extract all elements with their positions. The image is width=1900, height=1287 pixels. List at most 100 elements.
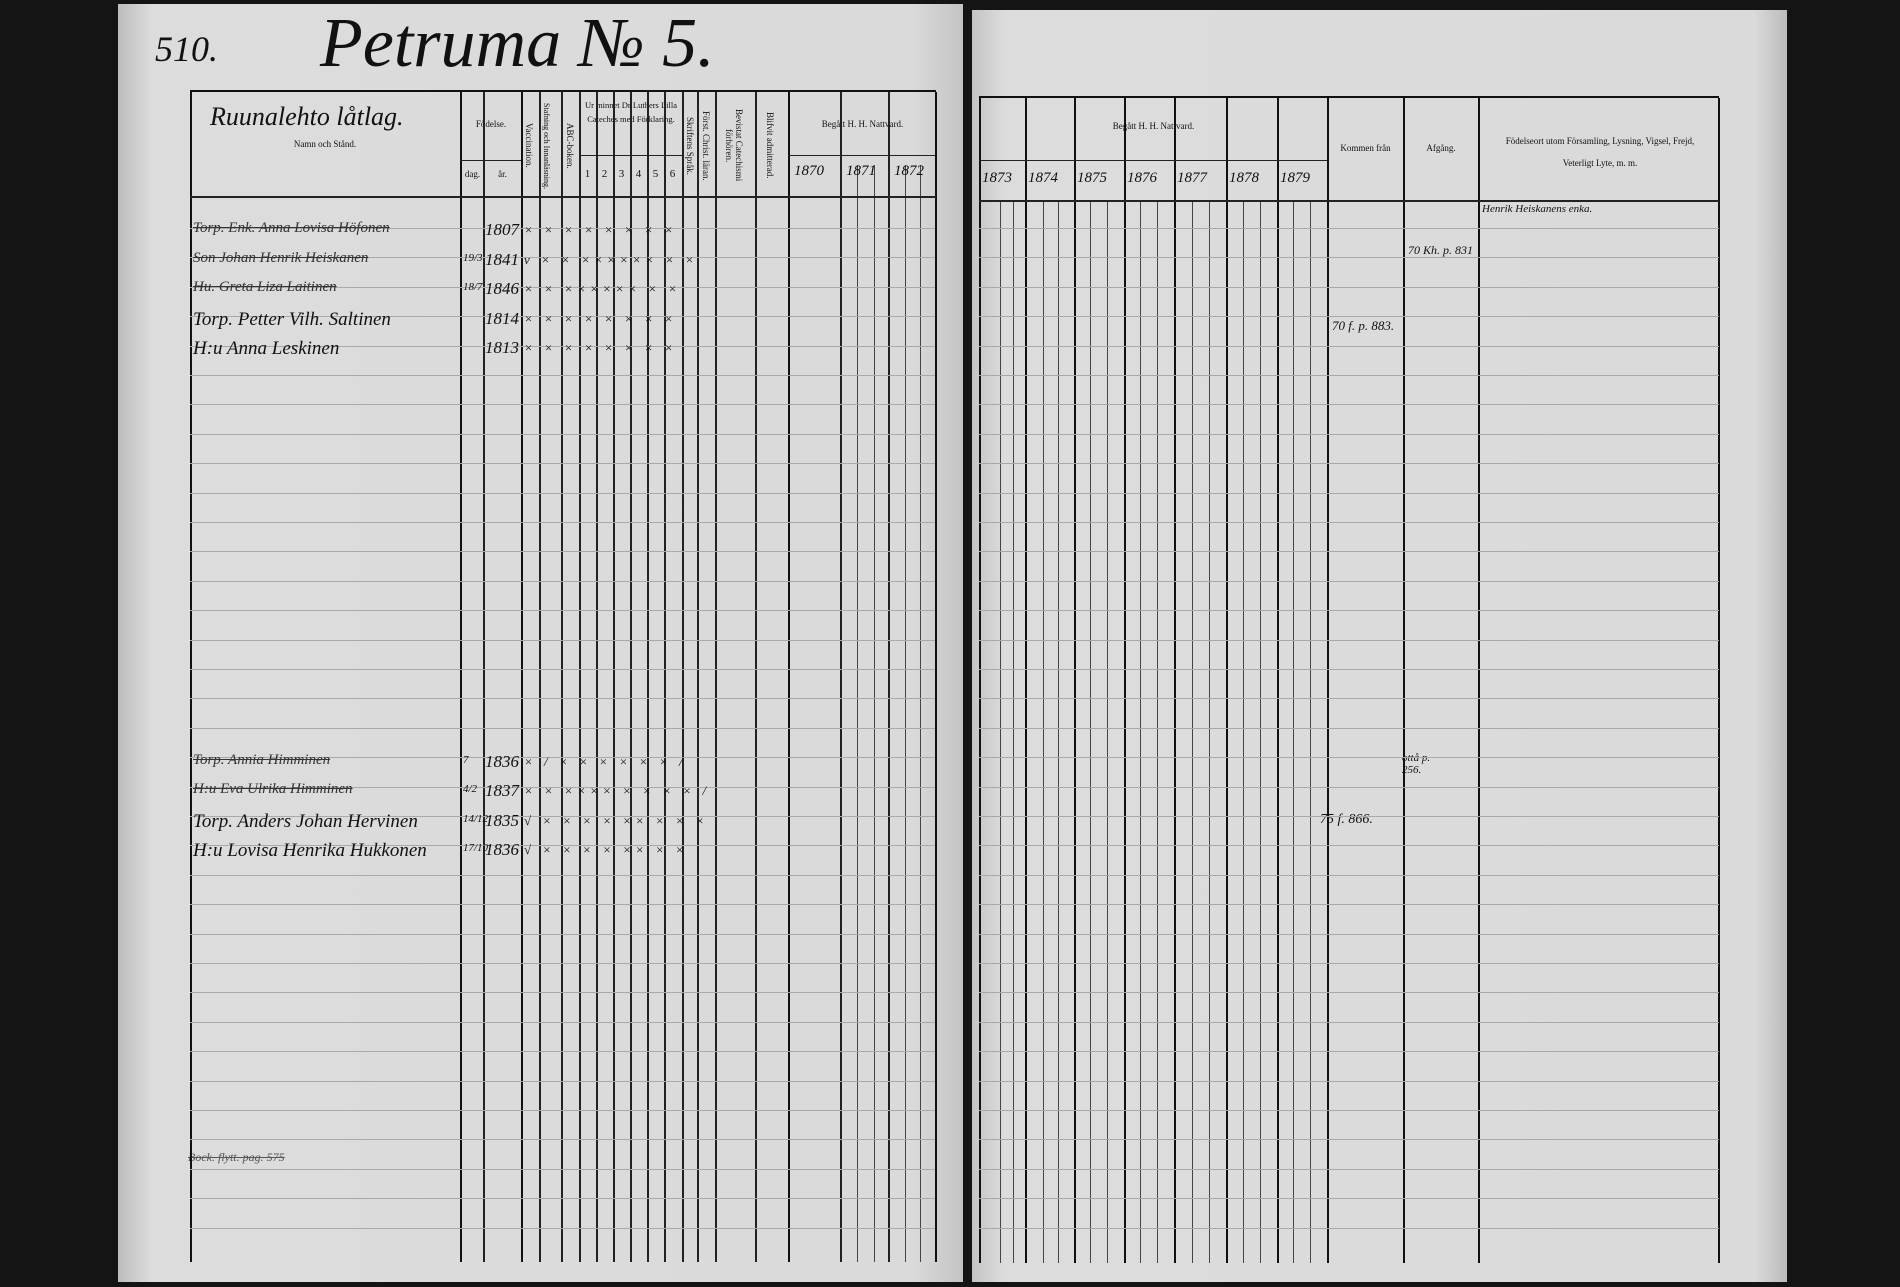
- entry-birth-year: 1837: [485, 781, 519, 800]
- entry-name: Torp. Annia Himminen: [193, 752, 331, 768]
- header-christ: Först. Christ. läran.: [701, 110, 711, 181]
- ruled-line: [190, 1168, 935, 1170]
- ruled-line: [979, 463, 1719, 465]
- header-hearings: Bevistat Catechismi förhören.: [724, 109, 744, 182]
- ruled-line: [190, 698, 935, 700]
- column-rule: [905, 165, 906, 1262]
- column-rule: [1174, 98, 1176, 1263]
- ruled-line: [190, 786, 935, 788]
- ruled-line: [979, 1227, 1719, 1229]
- ruled-line: [190, 404, 935, 406]
- ruled-line: [979, 727, 1719, 729]
- entry-marks: × / × × × × × × /: [524, 754, 687, 769]
- entry-birth-day: 4/2: [463, 783, 478, 795]
- header-bottom-rule: [190, 196, 936, 198]
- header-abc: ABC-boken.: [565, 122, 575, 169]
- remark-note: Henrik Heiskanens enka.: [1482, 203, 1593, 215]
- column-rule: [521, 92, 523, 1262]
- column-rule: [979, 98, 981, 1263]
- ruled-line: [190, 610, 935, 612]
- ruled-line: [190, 757, 935, 759]
- sub-column-rule: [1043, 200, 1044, 1263]
- year-1871: 1871: [846, 163, 876, 179]
- year-1870: 1870: [794, 163, 824, 179]
- ruled-line: [190, 933, 935, 935]
- column-rule: [788, 92, 790, 1262]
- ruled-line: [190, 551, 935, 553]
- column-rule: [460, 92, 462, 1262]
- header-admitted: Blifvit admitterad.: [765, 112, 775, 179]
- entry-name: Hu. Greta Liza Laitinen: [193, 279, 337, 295]
- ruled-line: [190, 492, 935, 494]
- column-rule: [1124, 98, 1126, 1263]
- column-rule: [682, 92, 684, 1262]
- entry-birth-year: 1835: [485, 811, 519, 830]
- sub-column-rule: [1157, 200, 1158, 1263]
- column-rule: [857, 165, 858, 1262]
- ruled-line: [979, 933, 1719, 935]
- ruled-line: [190, 1080, 935, 1082]
- header-day: dag.: [464, 169, 481, 179]
- column-rule: [874, 165, 875, 1262]
- ruled-line: [190, 316, 935, 318]
- year-1878: 1878: [1229, 170, 1259, 186]
- ruled-line: [190, 1198, 935, 1200]
- ruled-line: [979, 992, 1719, 994]
- ruled-line: [190, 816, 935, 817]
- catechism-col-5: 5: [652, 168, 659, 180]
- table-top-rule: [979, 96, 1719, 98]
- column-rule: [1025, 98, 1027, 1263]
- departure-note-1: 70 Kh. p. 831: [1408, 243, 1474, 257]
- column-rule: [630, 92, 632, 1262]
- column-rule: [579, 92, 581, 1262]
- ruled-line: [190, 874, 935, 876]
- catechism-col-1: 1: [584, 168, 591, 180]
- ruled-line: [190, 1051, 935, 1053]
- ruled-line: [979, 874, 1719, 876]
- ruled-line: [979, 375, 1719, 376]
- ruled-line: [979, 1080, 1719, 1082]
- ruled-line: [190, 992, 935, 994]
- column-rule: [888, 92, 890, 1262]
- ruled-line: [190, 257, 935, 259]
- year-1874: 1874: [1028, 170, 1058, 186]
- year-1875: 1875: [1077, 170, 1107, 186]
- entry-birth-year: 1846: [485, 279, 519, 298]
- ruled-line: [190, 963, 935, 964]
- header-departure: Afgång.: [1426, 143, 1456, 153]
- catechism-col-4: 4: [635, 168, 642, 180]
- column-rule: [935, 92, 937, 1262]
- entry-birth-day: 18/7: [463, 281, 483, 293]
- years-subrule-right: [979, 160, 1327, 161]
- year-1876: 1876: [1127, 170, 1157, 186]
- column-rule: [1074, 98, 1076, 1263]
- entry-name: Son Johan Henrik Heiskanen: [193, 250, 369, 266]
- column-rule: [561, 92, 563, 1262]
- column-rule: [755, 92, 757, 1262]
- sub-column-rule: [1107, 200, 1108, 1263]
- entry-birth-year: 1813: [485, 338, 519, 357]
- sub-column-rule: [1192, 200, 1193, 1263]
- ruled-line: [979, 1051, 1719, 1053]
- column-rule: [715, 92, 717, 1262]
- entry-birth-day: 14/12: [463, 813, 489, 825]
- footer-note: Bock. flytt. pag. 575: [188, 1150, 285, 1164]
- header-communion-left: Begått H. H. Nattvard.: [821, 119, 904, 129]
- sub-column-rule: [1260, 200, 1261, 1263]
- sub-column-rule: [1058, 200, 1059, 1263]
- years-subrule-left: [788, 155, 935, 156]
- entry-marks: × × ×××××× × ×: [524, 281, 681, 296]
- entry-name: H:u Anna Leskinen: [193, 338, 340, 359]
- ruled-line: [979, 1168, 1719, 1170]
- column-rule: [190, 92, 192, 1262]
- catechism-subrule: [579, 155, 682, 156]
- ruled-line: [979, 492, 1719, 494]
- ruled-line: [979, 816, 1719, 817]
- catechism-col-2: 2: [601, 168, 608, 180]
- ruled-line: [190, 639, 935, 641]
- entry-name: Torp. Anders Johan Hervinen: [193, 811, 418, 832]
- ruled-line: [190, 433, 935, 435]
- ruled-line: [979, 786, 1719, 788]
- ruled-line: [979, 580, 1719, 582]
- header-birth: Födelse.: [475, 119, 507, 129]
